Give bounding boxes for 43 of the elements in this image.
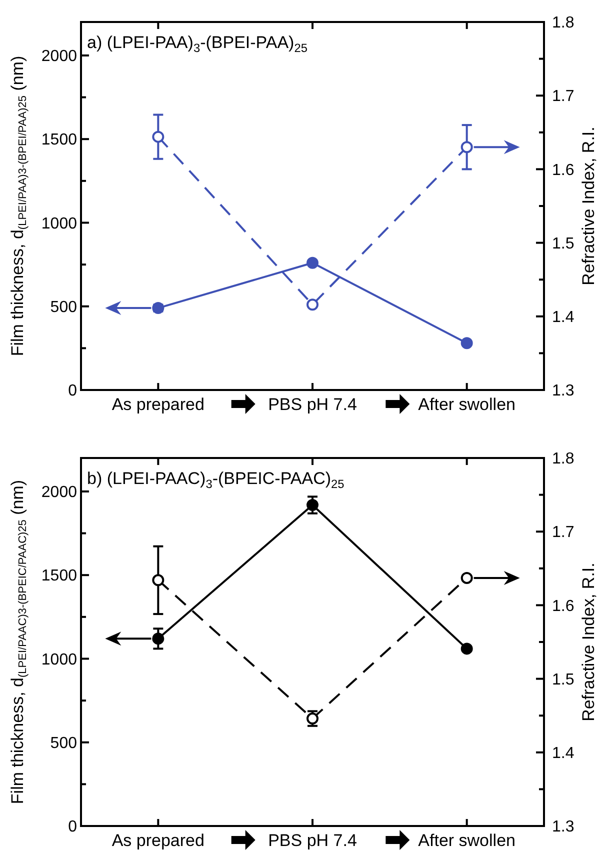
y-tick-label: 1000: [41, 651, 78, 668]
point: [306, 712, 318, 725]
text: a) (LPEI-PAA)$_{3}$-(BPEI-PAA)$_{25}$: [87, 33, 308, 55]
y-tick-label: 0: [68, 382, 78, 400]
x-tick-label: As prepared: [112, 831, 204, 850]
point: [306, 499, 318, 512]
y2-tick-label: 1.3: [552, 818, 574, 836]
y2-axis-title: Refractive Index, R.I.: [579, 126, 598, 286]
y2-tick-label: 1.7: [552, 524, 574, 542]
point: [460, 141, 473, 154]
y2-tick-label: 1.6: [552, 162, 574, 179]
text: b) (LPEI-PAAC)$_{3}$-(BPEIC-PAAC)$_{25}$: [87, 469, 345, 491]
x-tick-label: PBS pH 7.4: [268, 831, 357, 850]
y2-tick-label: 1.7: [552, 88, 574, 106]
y2-tick-label: 1.5: [552, 671, 574, 688]
point: [460, 642, 473, 655]
y2-axis-title: Refractive Index, R.I.: [579, 562, 598, 722]
y-tick-label: 1500: [41, 132, 78, 149]
point: [152, 130, 164, 143]
y-tick-label: 1000: [41, 215, 78, 232]
point: [460, 572, 473, 584]
point: [460, 337, 473, 350]
y2-tick-label: 1.5: [552, 235, 574, 252]
y-tick-label: 2000: [41, 484, 78, 502]
point: [152, 632, 164, 645]
y2-tick-label: 1.8: [552, 14, 574, 32]
point: [306, 256, 318, 269]
y2-tick-label: 1.4: [552, 309, 574, 326]
y2-tick-label: 1.8: [552, 450, 574, 468]
point: [152, 574, 164, 586]
x-tick-label: After swollen: [418, 395, 516, 414]
y-tick-label: 500: [50, 298, 78, 316]
y2-tick-label: 1.4: [552, 745, 574, 762]
x-tick-label: PBS pH 7.4: [268, 395, 357, 414]
y-tick-label: 500: [50, 734, 78, 752]
y-tick-label: 0: [68, 818, 78, 836]
y2-tick-label: 1.3: [552, 382, 574, 400]
x-tick-label: As prepared: [112, 395, 204, 414]
y-tick-label: 1500: [41, 568, 78, 585]
y2-tick-label: 1.6: [552, 598, 574, 615]
y-tick-label: 2000: [41, 48, 78, 66]
point: [306, 298, 318, 311]
x-tick-label: After swollen: [418, 831, 516, 850]
